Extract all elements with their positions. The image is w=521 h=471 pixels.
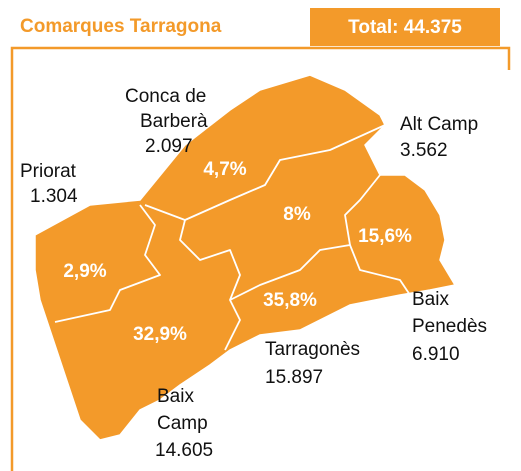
region-percent: 8% <box>283 204 311 225</box>
region-percent: 4,7% <box>203 159 246 180</box>
region-name: Priorat <box>20 161 77 182</box>
region-name: Baix <box>412 289 449 310</box>
region-percent: 2,9% <box>63 261 106 282</box>
region-name: Barberà <box>140 111 208 132</box>
region-border <box>54 204 161 323</box>
province-outline <box>34 74 457 441</box>
region-percent: 15,6% <box>358 226 412 247</box>
region-name: Tarragonès <box>265 339 360 360</box>
region-value: 14.605 <box>155 440 213 461</box>
region-value: 3.562 <box>400 140 448 161</box>
region-value: 15.897 <box>265 367 323 388</box>
region-value: 2.097 <box>145 136 193 157</box>
total-box <box>310 8 500 46</box>
region-percent: 35,8% <box>263 290 317 311</box>
region-name: Baix <box>157 386 194 407</box>
title: Comarques Tarragona <box>20 16 222 37</box>
region-border <box>344 174 381 246</box>
region-name: Camp <box>157 413 208 434</box>
region-border <box>229 244 411 301</box>
region-border <box>179 219 241 351</box>
region-name: Conca de <box>125 86 206 107</box>
region-name: Alt Camp <box>400 114 478 135</box>
region-value: 6.910 <box>412 344 460 365</box>
region-percent: 32,9% <box>133 324 187 345</box>
region-value: 1.304 <box>30 186 78 207</box>
region-name: Penedès <box>412 316 487 337</box>
total: Total: 44.375 <box>348 17 462 38</box>
frame <box>10 46 511 471</box>
